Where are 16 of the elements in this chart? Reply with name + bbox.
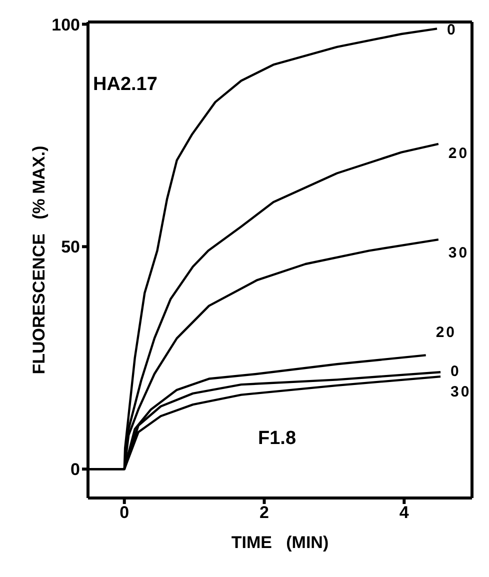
x-tick-label: 2 <box>260 503 269 522</box>
annotation: HA2.17 <box>93 74 158 96</box>
y-tick-label: 50 <box>61 238 80 257</box>
series-label: 0 <box>447 22 458 39</box>
y-tick-label: 0 <box>70 460 80 480</box>
series-label: 0 <box>450 363 461 380</box>
series-label: 30 <box>448 244 470 262</box>
x-axis-title: TIME (MIN) <box>231 533 329 552</box>
y-tick-label: 100 <box>52 15 80 34</box>
series-label: 20 <box>436 324 457 342</box>
series-label: 30 <box>450 384 472 401</box>
series-label: 20 <box>448 144 470 162</box>
y-axis-title: FLUORESCENCE (% MAX.) <box>29 146 48 374</box>
x-tick-label: 4 <box>399 503 410 522</box>
x-tick-label: 0 <box>120 503 130 522</box>
annotation: F1.8 <box>258 428 296 450</box>
